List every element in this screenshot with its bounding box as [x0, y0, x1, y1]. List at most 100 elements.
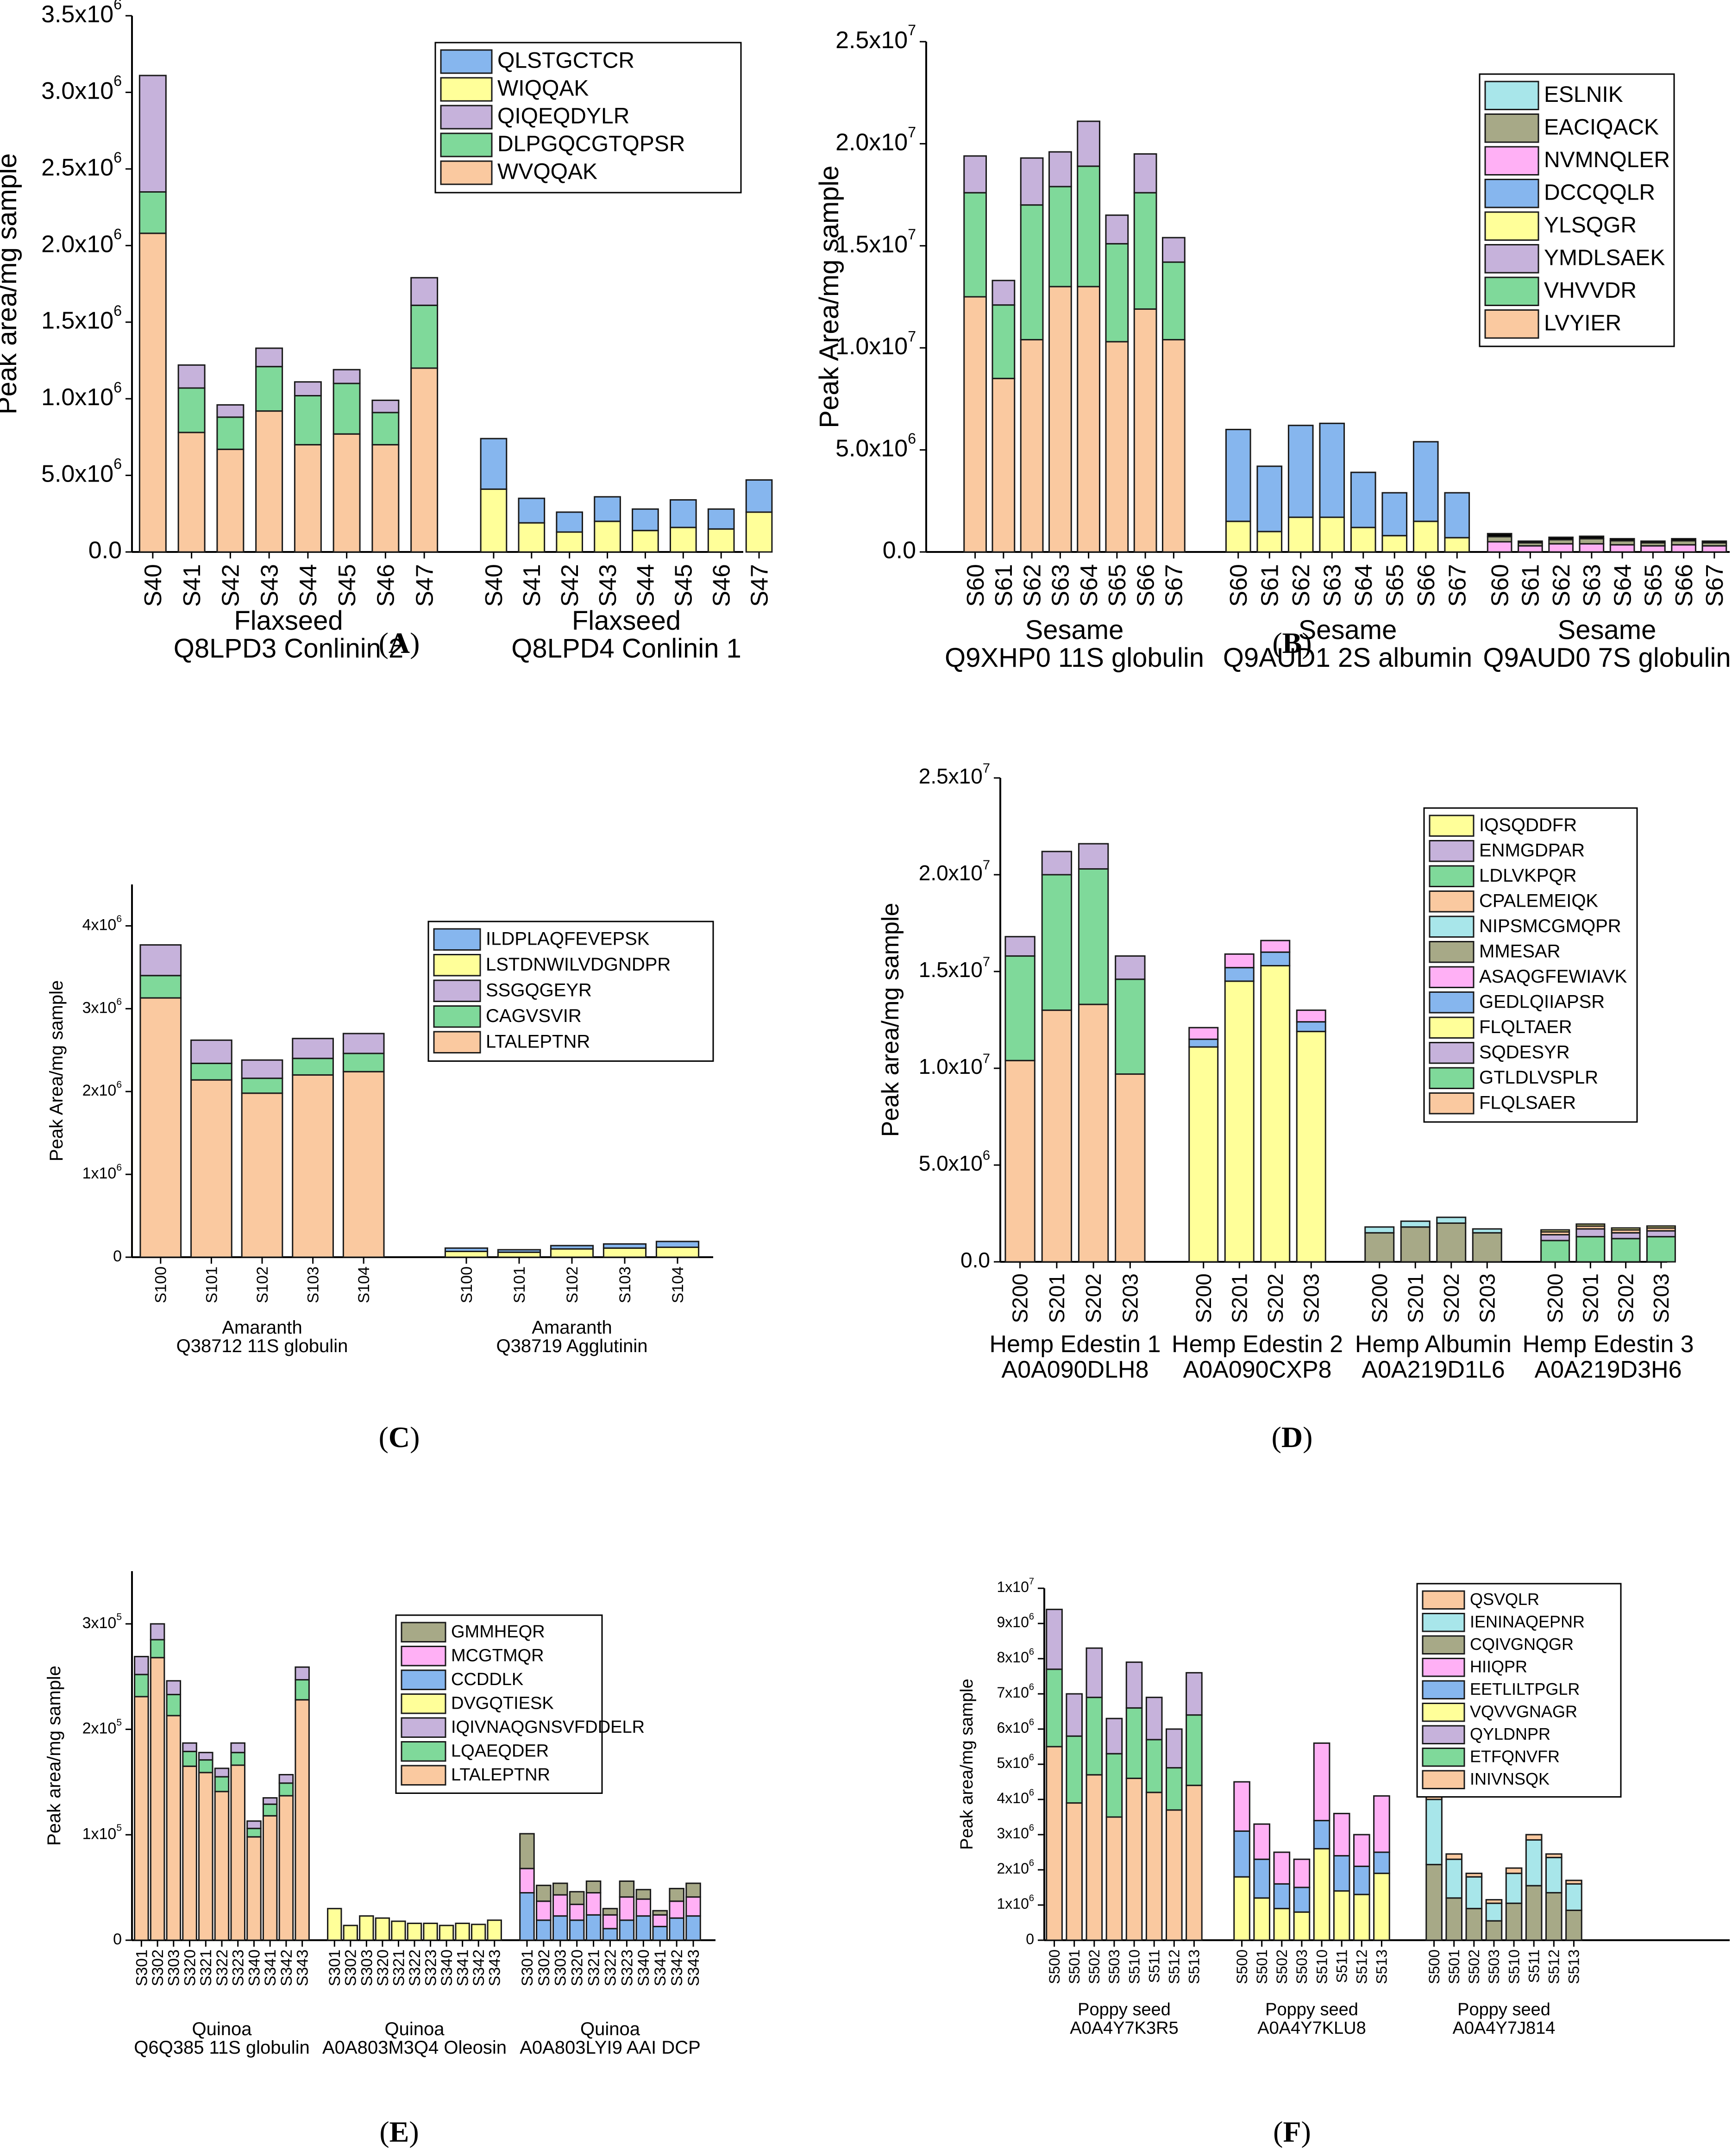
bar-segment-ccddlk	[536, 1919, 552, 1941]
legend-label: GTLDLVSPLR	[1479, 1067, 1598, 1088]
legend-label: IQSQDDFR	[1479, 815, 1577, 835]
group-label: Hemp Edestin 1	[990, 1331, 1161, 1358]
legend: QLSTGCTCR WIQQAK QIQEQDYLR DLPGQCGTQPSR WVQQ…	[434, 42, 742, 194]
bar-segment-gmmheqr	[602, 1908, 618, 1916]
y-tick-label: 2x105	[82, 1717, 122, 1737]
bar-segment-dccqqlr	[1381, 492, 1408, 537]
x-tick-label: S501	[1254, 1949, 1270, 1984]
x-tick-label: S321	[585, 1949, 602, 1986]
bar-segment-ltaleptnr	[150, 1657, 165, 1941]
x-tick-label: S341	[262, 1949, 279, 1986]
x-tick-label: S64	[1350, 564, 1377, 607]
y-tick-label: 5.0x106	[41, 456, 122, 487]
bar-segment-lqaeqder	[150, 1639, 165, 1659]
x-tick-label: S320	[374, 1949, 392, 1986]
x-tick-label: S342	[470, 1949, 488, 1986]
legend-swatch	[440, 160, 493, 185]
bar-segment-qiqeqdylr	[333, 369, 361, 384]
bar-segment-lqaeqder	[295, 1679, 310, 1701]
bar-segment-vhvvdr	[1133, 192, 1157, 310]
bar-segment-ildplaqfevepsk	[602, 1243, 647, 1249]
bar-segment-dccqqlr	[1444, 492, 1470, 539]
bar-segment-asaqgfewiavk	[1296, 1009, 1326, 1023]
bar-segment-dccqqlr	[1256, 465, 1283, 533]
bar-segment-ylsqgr	[1381, 535, 1408, 553]
legend-swatch	[1484, 244, 1539, 274]
bar-segment-vqvvgnagr	[1233, 1876, 1250, 1941]
x-tick-label: S65	[1640, 564, 1667, 607]
bar-segment-wvqqak	[410, 367, 439, 553]
legend-label: NVMNQLER	[1544, 148, 1670, 172]
bar-segment-flqltaer	[1296, 1031, 1326, 1263]
legend-label: LTALEPTNR	[451, 1765, 550, 1785]
legend-label: SQDESYR	[1479, 1042, 1570, 1062]
x-tick-label: S342	[668, 1949, 686, 1986]
bar-segment-iqivnaqgnsvfddelr	[198, 1752, 213, 1761]
bar-segment-lqaeqder	[246, 1828, 262, 1838]
group-label: Sesame	[1299, 615, 1397, 645]
x-tick-label: S104	[355, 1266, 373, 1303]
bar-segment-lvyier	[1077, 286, 1101, 553]
x-tick-label: S100	[152, 1266, 170, 1303]
bar-segment-iqivnaqgnsvfddelr	[182, 1742, 197, 1752]
group-label: Amaranth	[222, 1317, 302, 1338]
bar-segment-lvyier	[992, 377, 1016, 553]
x-tick-label: S101	[203, 1266, 220, 1303]
bar-segment-ieninaqepnr	[1445, 1858, 1463, 1899]
bar-segment-mmesar	[1364, 1232, 1395, 1263]
x-tick-label: S511	[1333, 1949, 1350, 1983]
bar-segment-cqivgnqgr	[1545, 1892, 1563, 1941]
bar-segment-qyldnpr	[1165, 1728, 1183, 1769]
legend-label: DVGQTIESK	[451, 1693, 554, 1713]
bar-segment-flqlsaer	[1004, 1059, 1035, 1263]
bar-segment-mcgtmqr	[536, 1900, 552, 1921]
legend-swatch	[1429, 890, 1475, 913]
y-tick-label: 5.0x106	[835, 430, 916, 462]
bar-segment-gtldlvsplr	[1004, 955, 1035, 1061]
legend: ILDPLAQFEVEPSK LSTDNWILVDGNDPR SSGQGEYR CAG…	[427, 921, 714, 1062]
y-tick-label: 1.0x107	[835, 328, 916, 360]
bar-segment-qlstgctcr	[518, 497, 546, 524]
bar-segment-ieninaqepnr	[1505, 1873, 1523, 1904]
x-tick-label: S513	[1566, 1949, 1582, 1984]
bar-segment-ildplaqfevepsk	[550, 1245, 594, 1250]
y-axis-label: Peak Area/mg sample	[46, 980, 67, 1161]
bar-segment-inivnsqk	[1165, 1809, 1183, 1941]
x-tick-label: S45	[671, 564, 697, 607]
bar-segment-ltaleptnr	[198, 1772, 213, 1941]
x-tick-label: S61	[1256, 564, 1283, 607]
bar-segment-dlpgqcgtqpsr	[371, 412, 400, 445]
legend-label: INIVNSQK	[1470, 1769, 1550, 1788]
x-tick-label: S44	[295, 564, 322, 607]
bar-segment-dccqqlr	[1350, 471, 1376, 528]
bar-segment-ccddlk	[685, 1915, 701, 1941]
y-tick-label: 6x106	[997, 1717, 1034, 1736]
bar-segment-qsvqlr	[1525, 1834, 1543, 1841]
legend-swatch	[1429, 1067, 1475, 1089]
bar-segment-wvqqak	[138, 232, 167, 553]
bar-segment-lvyier	[1133, 308, 1157, 553]
legend-swatch	[1429, 1016, 1475, 1039]
legend-swatch	[1422, 1725, 1465, 1744]
x-tick-label: S500	[1046, 1949, 1063, 1984]
group-label: Poppy seed	[1265, 2000, 1358, 2019]
bar-segment-dvgqtiesk	[423, 1923, 438, 1941]
legend-swatch	[1422, 1590, 1465, 1610]
y-tick-label: 7x106	[997, 1682, 1034, 1701]
group-sublabel: A0A090DLH8	[1002, 1356, 1149, 1383]
x-tick-label: S202	[1439, 1273, 1463, 1323]
x-tick-label: S65	[1104, 564, 1131, 607]
bar-segment-eslnik	[1579, 535, 1605, 539]
x-tick-label: S340	[245, 1949, 263, 1986]
bar-segment-qyldnpr	[1066, 1693, 1083, 1737]
bar-segment-ltaleptnr	[139, 997, 182, 1258]
bar-segment-flqlsaer	[1115, 1073, 1146, 1263]
x-tick-label: S320	[181, 1949, 199, 1986]
bar-segment-gtldlvsplr	[1041, 874, 1073, 1011]
bar-segment-eaciqack	[1579, 538, 1605, 545]
group-sublabel: A0A4Y7KLU8	[1257, 2018, 1366, 2038]
bar-segment-vhvvdr	[963, 192, 987, 298]
legend-swatch	[1422, 1748, 1465, 1767]
x-tick-label: S502	[1274, 1949, 1290, 1984]
bar-segment-dccqqlr	[1287, 425, 1314, 518]
